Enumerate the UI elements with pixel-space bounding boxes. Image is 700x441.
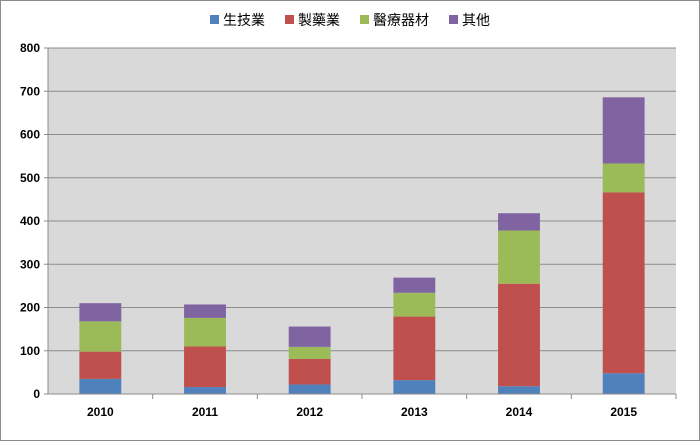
bar-segment — [498, 230, 540, 284]
legend-swatch — [285, 15, 294, 24]
y-tick-label: 200 — [20, 301, 40, 315]
bar-segment — [498, 213, 540, 231]
bar-segment — [498, 283, 540, 387]
bar-segment — [393, 316, 436, 381]
bar-segment — [79, 321, 122, 352]
bar-segment — [602, 192, 645, 374]
bar-segment — [288, 346, 331, 359]
bar-segment — [79, 303, 122, 322]
bar-segment — [602, 373, 645, 394]
bar-segment — [498, 386, 540, 394]
bar-segment — [393, 380, 436, 394]
bar-segment — [288, 326, 331, 347]
y-tick-label: 400 — [20, 214, 40, 228]
x-tick-label: 2013 — [401, 405, 428, 419]
x-tick-label: 2015 — [610, 405, 637, 419]
bar-segment — [79, 351, 122, 379]
y-tick-label: 100 — [20, 344, 40, 358]
x-axis-ticks: 2010 2011 2012 2013 2014 2015 — [87, 394, 677, 419]
legend-item: 其他 — [449, 13, 490, 29]
legend-label: 生技業 — [223, 13, 265, 29]
y-tick-label: 500 — [20, 171, 40, 185]
y-tick-label: 600 — [20, 128, 40, 142]
legend-item: 製藥業 — [285, 13, 340, 29]
legend-swatch — [449, 15, 458, 24]
y-tick-label: 700 — [20, 84, 40, 98]
bar-segment — [184, 346, 226, 388]
bar-segment — [184, 317, 226, 347]
bar-segment — [393, 277, 436, 293]
y-axis-ticks: 0 100 200 300 400 500 600 700 800 — [20, 41, 48, 401]
x-tick-label: 2010 — [87, 405, 114, 419]
legend-label: 其他 — [462, 13, 490, 29]
legend-item: 生技業 — [210, 13, 265, 29]
bar-segment — [79, 378, 122, 394]
x-tick-label: 2014 — [506, 405, 533, 419]
legend-label: 醫療器材 — [373, 12, 429, 29]
bars — [79, 97, 645, 394]
legend-swatch — [210, 15, 219, 24]
y-tick-label: 300 — [20, 257, 40, 271]
bar-segment — [184, 304, 226, 318]
bar-segment — [288, 384, 331, 394]
bar-segment — [602, 97, 645, 164]
y-tick-label: 0 — [33, 387, 40, 401]
bar-segment — [393, 292, 436, 317]
legend: 生技業 製藥業 醫療器材 其他 — [210, 12, 490, 29]
y-tick-label: 800 — [20, 41, 40, 55]
x-tick-label: 2012 — [296, 405, 323, 419]
legend-item: 醫療器材 — [360, 12, 429, 29]
gridlines — [48, 47, 676, 352]
bar-segment — [288, 358, 331, 385]
bar-segment — [184, 387, 226, 394]
legend-label: 製藥業 — [298, 13, 340, 29]
legend-swatch — [360, 15, 369, 24]
bar-segment — [602, 163, 645, 193]
x-tick-label: 2011 — [192, 405, 218, 419]
